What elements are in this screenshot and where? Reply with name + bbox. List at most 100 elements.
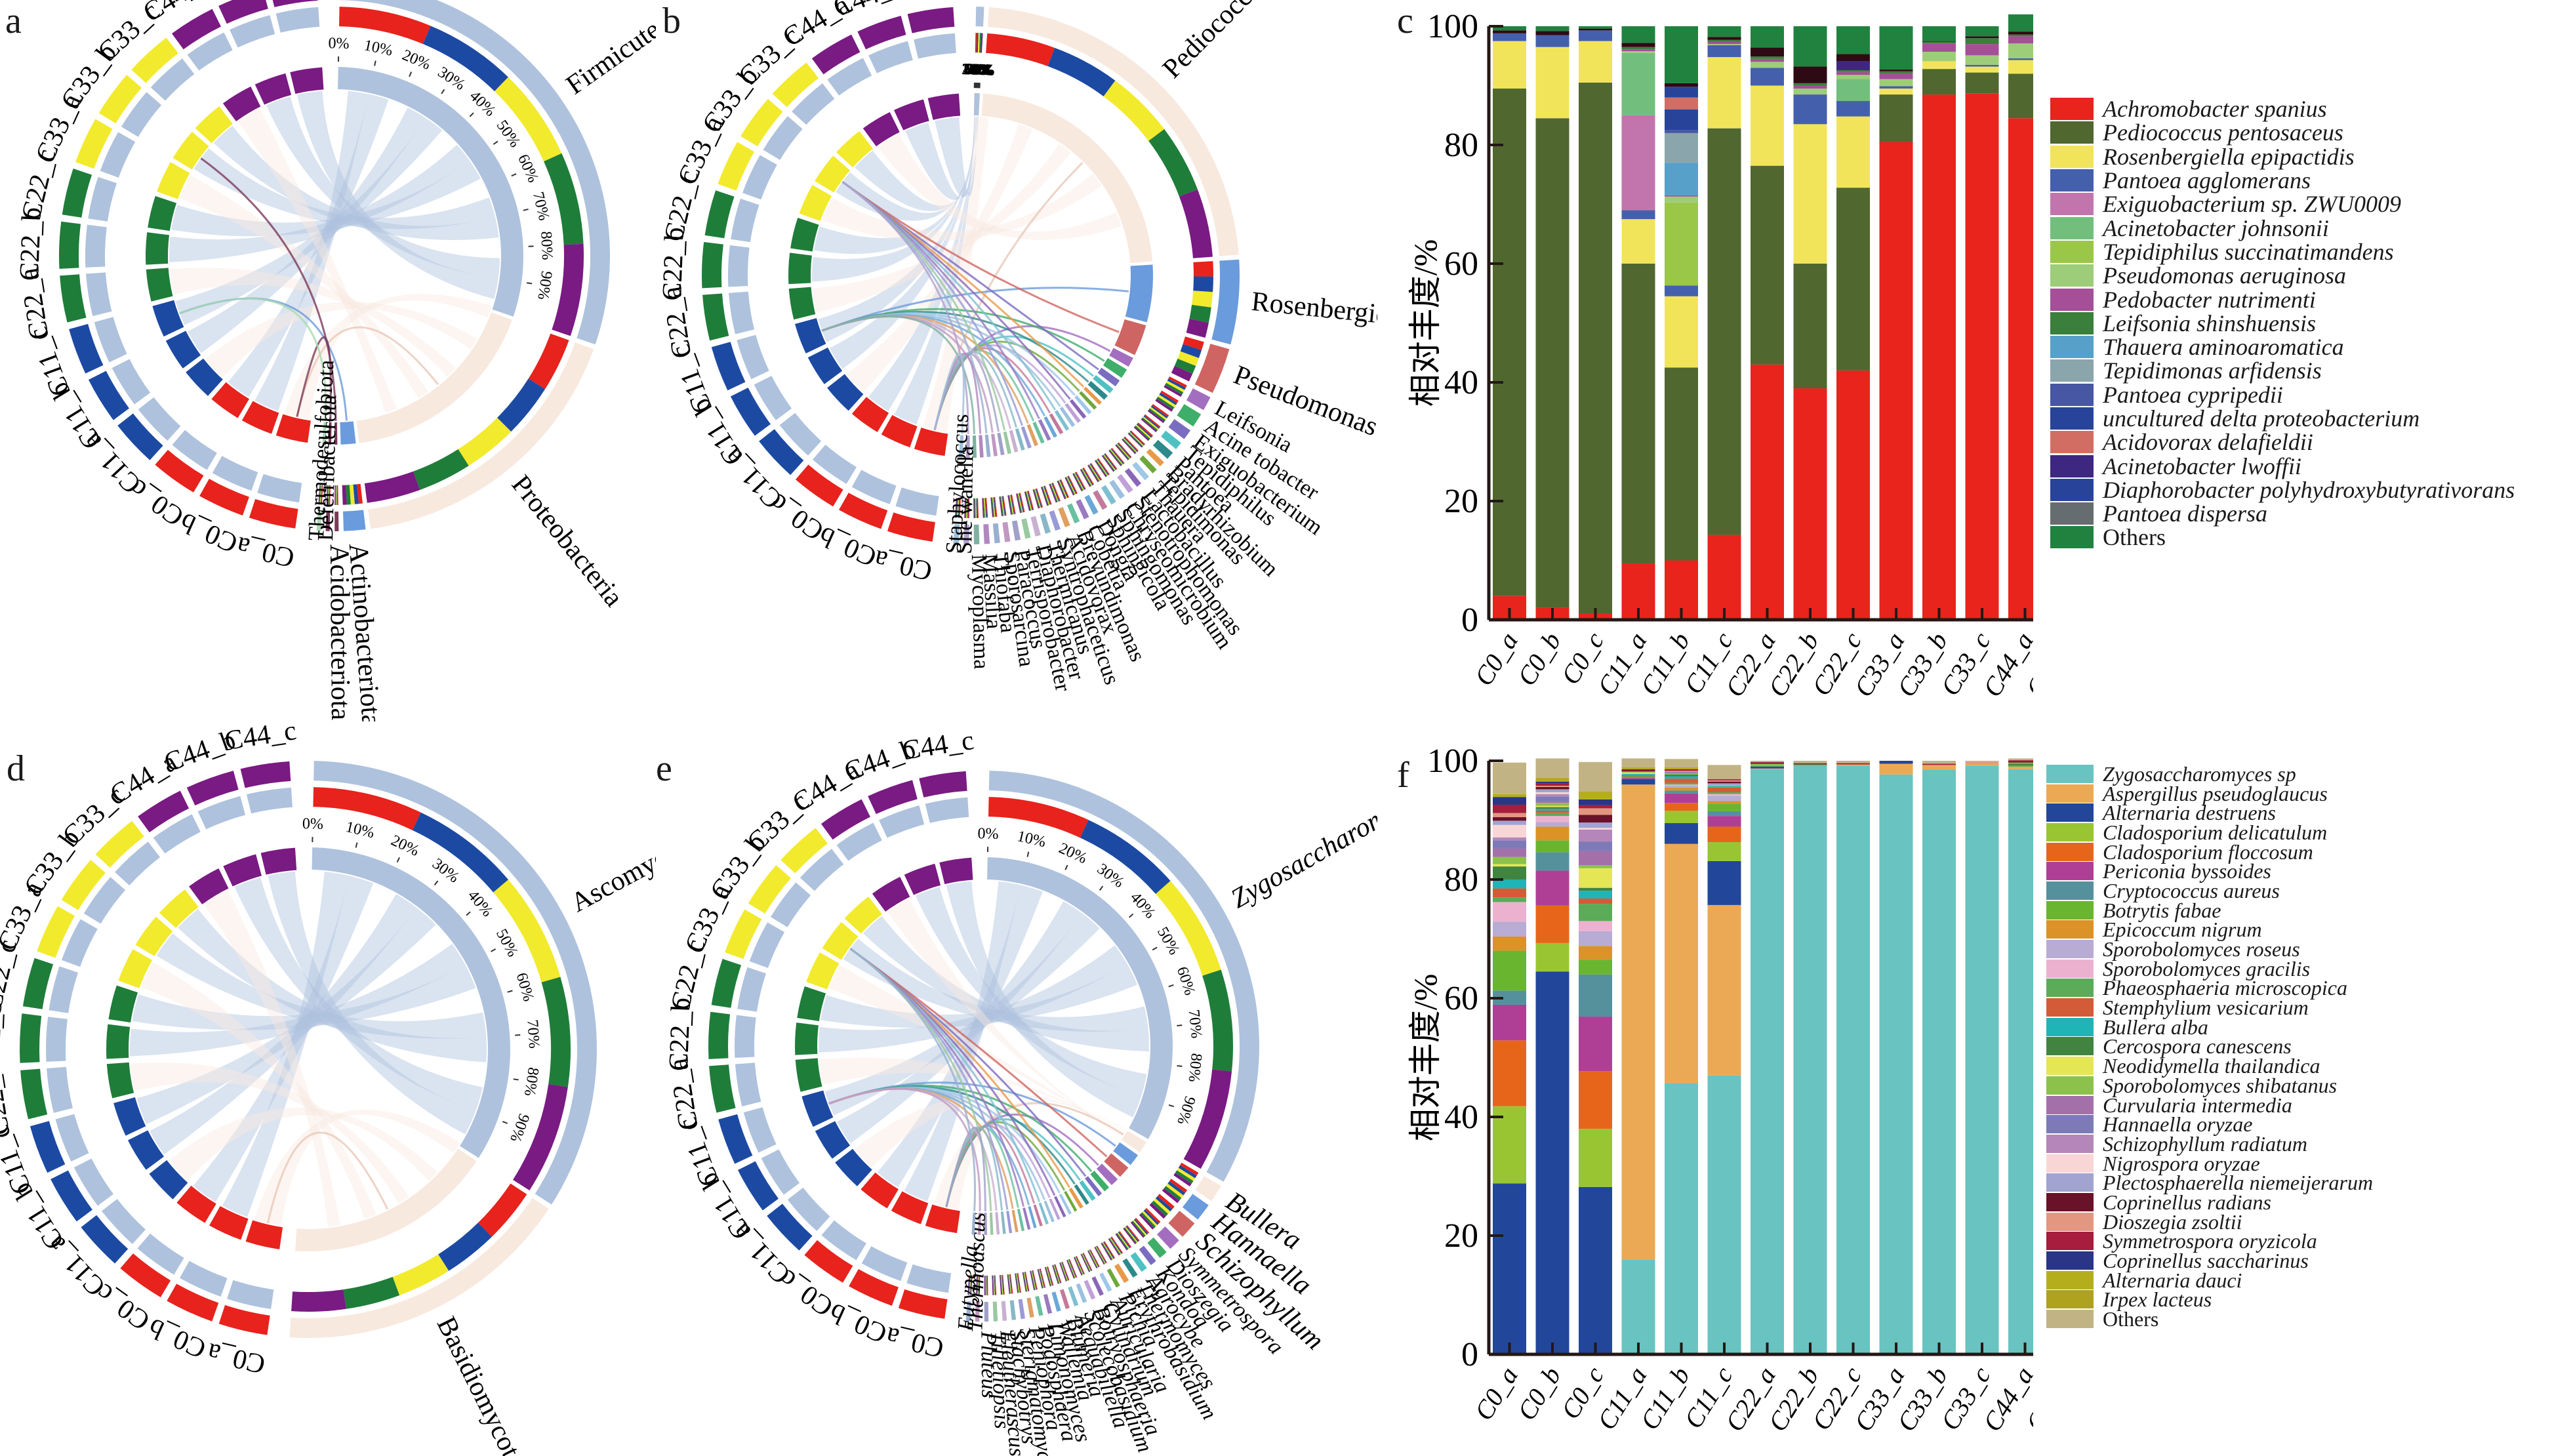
legend-swatch	[2046, 998, 2094, 1017]
taxon-composition-arc	[1109, 1237, 1122, 1255]
sample-outer-arc	[138, 790, 190, 833]
taxon-outer-arc	[1211, 259, 1240, 345]
bar-segment	[1665, 823, 1698, 844]
taxon-composition-arc	[1057, 481, 1066, 500]
legend-label: Cercospora canescens	[2103, 1034, 2292, 1059]
taxon-composition-arc	[1042, 486, 1049, 506]
legend-swatch	[2050, 478, 2094, 501]
taxon-inner-arc	[328, 422, 332, 445]
chord-ribbon	[175, 117, 443, 325]
bar-segment	[1493, 762, 1526, 794]
bar-segment	[1793, 763, 1827, 764]
sample-composition-arc	[227, 1280, 274, 1309]
taxon-composition-arc	[1033, 489, 1040, 509]
bar-segment	[1836, 101, 1870, 117]
chord-line	[296, 326, 439, 417]
legend-label: Coprinellus saccharinus	[2103, 1249, 2309, 1273]
bar-segment	[1665, 109, 1698, 131]
sample-composition-arc	[275, 7, 320, 33]
legend-label: Hannaella oryzae	[2103, 1112, 2253, 1137]
taxon-composition-arc	[1118, 1231, 1131, 1249]
percent-tick-label: 60%	[1173, 965, 1198, 998]
legend-swatch	[2046, 1173, 2094, 1192]
bar-segment	[1665, 132, 1698, 163]
taxon-composition-arc	[413, 449, 469, 490]
taxon-composition-arc	[1158, 394, 1176, 408]
taxon-inner-arc	[322, 422, 327, 445]
bar-segment	[1621, 769, 1655, 771]
taxon-inner-arc	[1068, 1187, 1084, 1209]
sample-outer-arc	[249, 498, 298, 529]
chord-ribbon	[854, 117, 978, 211]
taxon-composition-arc	[1127, 433, 1143, 448]
taxon-outer-arc	[1035, 1295, 1043, 1316]
panel-label-e: e	[656, 748, 672, 789]
taxon-composition-arc	[1115, 1233, 1128, 1251]
percent-tick-label: 90%	[1173, 1094, 1198, 1127]
taxon-outer-arc	[339, 0, 610, 345]
taxon-outer-arc	[1076, 499, 1089, 519]
chord-ribbon	[818, 117, 976, 342]
percent-tick	[502, 1121, 508, 1124]
taxon-composition-arc	[1068, 475, 1078, 494]
bar-segment	[2008, 767, 2033, 769]
legend-item: Hannaella oryzae	[2046, 1112, 2373, 1137]
taxon-composition-arc	[422, 26, 508, 92]
taxon-composition-arc	[955, 498, 958, 518]
sample-outer-arc	[887, 512, 935, 542]
bar-segment	[1793, 83, 1827, 86]
sample-outer-arc	[117, 413, 163, 460]
taxon-label: Pluteus	[976, 1331, 1001, 1398]
bar-segment	[1535, 778, 1570, 780]
percent-tick	[1064, 864, 1068, 870]
taxon-composition-arc	[1064, 477, 1074, 496]
taxon-composition-arc	[975, 33, 977, 53]
sample-outer-arc	[709, 1064, 736, 1113]
percent-tick	[513, 1078, 519, 1081]
taxon-composition-arc	[959, 498, 961, 518]
sample-outer-arc	[730, 388, 771, 436]
bar-segment	[2008, 58, 2033, 60]
taxon-composition-arc	[1095, 1246, 1106, 1264]
sample-composition-arc	[812, 444, 857, 484]
bar-segment	[1579, 931, 1612, 946]
percent-tick-label: 70%	[523, 1019, 542, 1049]
taxon-composition-arc	[958, 498, 960, 518]
sample-composition-arc	[737, 334, 769, 380]
taxon-composition-arc	[1083, 1253, 1093, 1271]
taxon-outer-arc	[1058, 507, 1070, 527]
legend-label: Alternaria dauci	[2103, 1268, 2242, 1292]
sample-inner-arc	[106, 1024, 131, 1059]
percent-tick-label: 60%	[963, 61, 993, 79]
taxon-outer-arc	[963, 524, 969, 544]
taxon-inner-arc	[1109, 348, 1133, 367]
sample-inner-arc	[275, 414, 311, 443]
taxon-composition-arc	[412, 812, 509, 893]
chord-ribbon	[862, 916, 1149, 1052]
legend-swatch	[2050, 98, 2094, 121]
taxon-inner-arc	[1054, 410, 1070, 431]
sample-label: C22_b	[14, 207, 47, 281]
panel-label-d: d	[7, 748, 25, 789]
taxon-composition-arc	[1046, 1266, 1053, 1286]
sample-outer-arc	[240, 761, 291, 788]
taxon-composition-arc	[1082, 468, 1093, 486]
percent-tick	[1128, 913, 1134, 918]
y-tick-label: 0	[1461, 601, 1478, 639]
taxon-inner-arc	[1074, 395, 1092, 415]
taxon-outer-arc	[975, 7, 984, 27]
bar-segment	[1665, 130, 1698, 133]
sample-inner-arc	[118, 949, 153, 988]
taxon-composition-arc	[1015, 1273, 1019, 1293]
bar-segment	[1493, 26, 1526, 31]
taxon-outer-arc	[1117, 474, 1133, 493]
bar-segment	[1707, 786, 1741, 788]
taxon-composition-arc	[1183, 1069, 1232, 1169]
taxon-inner-arc	[1023, 1207, 1031, 1230]
taxon-composition-arc	[541, 977, 571, 1087]
percent-tick	[1099, 885, 1104, 891]
sample-composition-arc	[100, 132, 136, 178]
sample-outer-arc	[51, 1170, 92, 1222]
percent-tick-label: 90%	[534, 270, 555, 300]
taxon-composition-arc	[1025, 491, 1032, 511]
